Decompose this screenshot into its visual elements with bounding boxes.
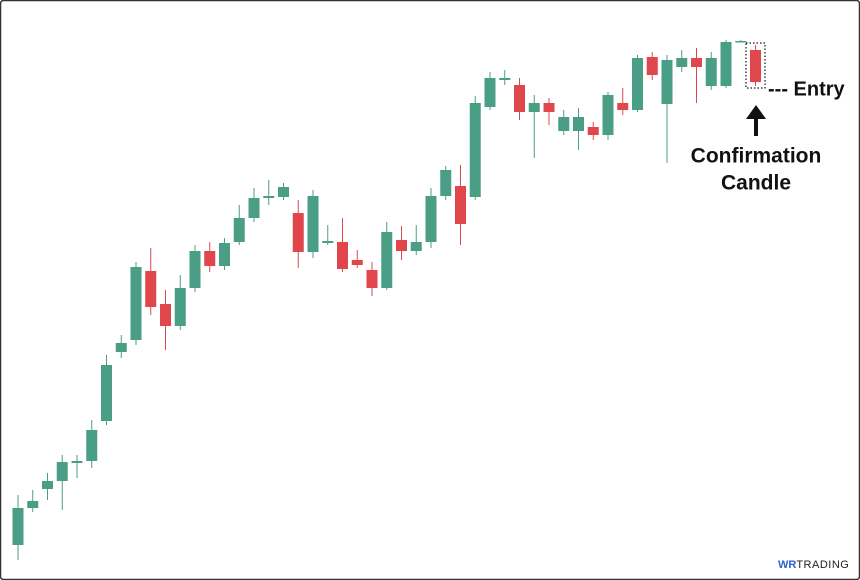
candles xyxy=(12,40,766,560)
body xyxy=(469,103,481,197)
body xyxy=(292,213,304,252)
body xyxy=(101,365,112,421)
body xyxy=(425,196,437,242)
body xyxy=(691,58,702,67)
body xyxy=(115,343,127,352)
body xyxy=(219,243,230,266)
highlight-box xyxy=(745,42,766,89)
body xyxy=(27,501,39,508)
body xyxy=(587,127,599,135)
body xyxy=(661,60,673,104)
body xyxy=(484,78,496,107)
body xyxy=(160,304,171,326)
body xyxy=(204,251,216,266)
body xyxy=(455,186,466,224)
body xyxy=(750,50,761,82)
body xyxy=(174,288,186,326)
body xyxy=(646,57,658,75)
body xyxy=(632,58,643,110)
body xyxy=(12,508,24,545)
body xyxy=(735,41,747,43)
body xyxy=(86,430,98,461)
body xyxy=(499,78,511,80)
entry-label: --- Entry xyxy=(768,78,846,100)
body xyxy=(366,270,378,288)
body xyxy=(396,240,407,251)
confirmation-label: Confirmation xyxy=(691,145,822,168)
body xyxy=(573,117,584,131)
logo-text: TRADING xyxy=(796,559,849,571)
arrow-head xyxy=(746,105,766,119)
body xyxy=(263,196,275,198)
body xyxy=(381,232,393,288)
body xyxy=(617,103,629,110)
body xyxy=(42,481,53,489)
body xyxy=(410,242,422,251)
body xyxy=(543,103,555,112)
body xyxy=(705,58,717,86)
body xyxy=(248,198,260,218)
logo: WRTRADING xyxy=(778,559,849,571)
body xyxy=(56,462,68,481)
body xyxy=(71,461,83,463)
body xyxy=(189,251,201,288)
body xyxy=(514,85,525,112)
body xyxy=(233,218,245,242)
body xyxy=(440,170,452,196)
confirmation-label: Candle xyxy=(721,172,791,195)
logo-mark: WR xyxy=(778,559,796,571)
body xyxy=(307,196,319,252)
body xyxy=(145,271,157,307)
body xyxy=(720,42,732,86)
body xyxy=(676,58,688,67)
annotations: --- Entry Confirmation Candle WRTRADING xyxy=(691,78,849,571)
body xyxy=(558,117,570,131)
body xyxy=(602,95,614,135)
body xyxy=(130,267,142,340)
body xyxy=(351,260,363,265)
body xyxy=(528,103,540,112)
body xyxy=(278,187,289,197)
body xyxy=(337,242,348,269)
body xyxy=(322,241,334,243)
